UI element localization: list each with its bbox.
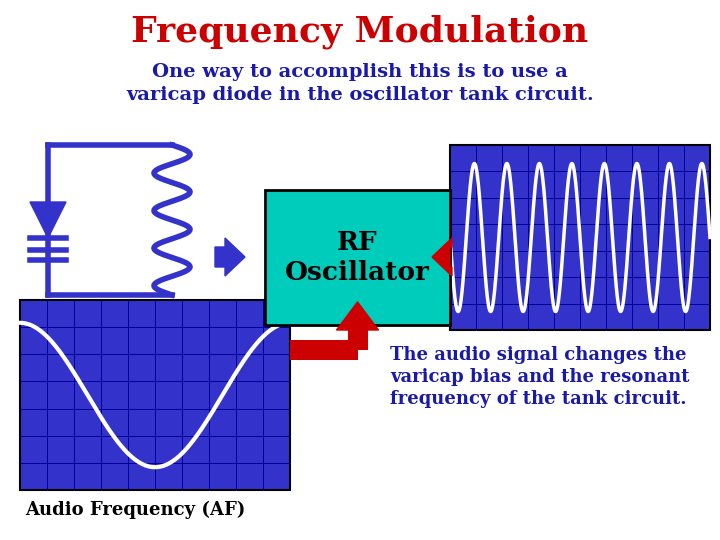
FancyArrow shape — [432, 238, 452, 276]
Bar — [348, 325, 367, 350]
FancyArrow shape — [336, 302, 379, 330]
Text: One way to accomplish this is to use a: One way to accomplish this is to use a — [152, 63, 568, 81]
Text: Frequency Modulation: Frequency Modulation — [131, 15, 589, 49]
Text: frequency of the tank circuit.: frequency of the tank circuit. — [390, 390, 687, 408]
Text: RF
Oscillator: RF Oscillator — [285, 231, 430, 285]
Bar — [450, 145, 710, 330]
Bar — [290, 340, 358, 360]
Bar — [20, 300, 290, 490]
Polygon shape — [30, 202, 66, 238]
Text: varicap diode in the oscillator tank circuit.: varicap diode in the oscillator tank cir… — [126, 86, 594, 104]
FancyArrow shape — [215, 238, 245, 276]
Text: varicap bias and the resonant: varicap bias and the resonant — [390, 368, 690, 386]
Text: The audio signal changes the: The audio signal changes the — [390, 346, 686, 364]
Text: Audio Frequency (AF): Audio Frequency (AF) — [25, 501, 246, 519]
Bar — [265, 190, 450, 325]
